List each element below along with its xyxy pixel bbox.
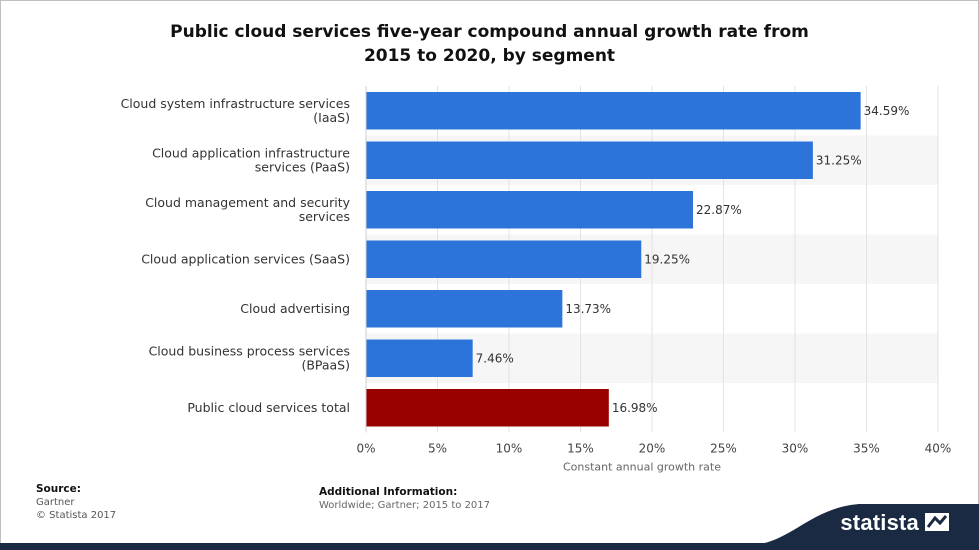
chart-title-line-1: Public cloud services five-year compound…: [170, 22, 809, 42]
bar-chart: 34.59% Cloud system infrastructure servic…: [121, 86, 952, 474]
chart-title: Public cloud services five-year compound…: [0, 20, 979, 68]
footer-band: [0, 543, 979, 550]
source-line-1: Gartner: [36, 497, 75, 508]
source-heading: Source:: [36, 483, 81, 495]
category-label: Cloud system infrastructure services (Iaa…: [121, 96, 350, 125]
value-label: 19.25%: [644, 252, 690, 266]
value-label: 16.98%: [612, 401, 658, 415]
bar: [366, 339, 473, 377]
category-label: Cloud business process services (BPaaS): [149, 343, 350, 372]
category-label: Cloud advertising: [240, 301, 350, 316]
source-line-2: © Statista 2017: [36, 510, 117, 521]
bar: [366, 290, 563, 328]
source-block: Source: Gartner © Statista 2017: [36, 483, 116, 522]
x-tick-label: 40%: [925, 442, 952, 456]
category-label: Public cloud services total: [187, 400, 350, 415]
x-axis-title: Constant annual growth rate: [563, 461, 721, 474]
x-tick-label: 0%: [356, 442, 375, 456]
statista-logo-text[interactable]: statista: [840, 510, 919, 535]
category-label: Cloud application infrastructure services…: [152, 145, 350, 174]
x-tick-label: 35%: [853, 442, 880, 456]
value-label: 31.25%: [816, 153, 862, 167]
additional-information: Additional Information: Worldwide; Gartn…: [319, 485, 490, 513]
additional-information-text: Worldwide; Gartner; 2015 to 2017: [319, 500, 491, 511]
category-label: Cloud application services (SaaS): [141, 251, 350, 266]
bar: [366, 240, 642, 278]
bar: [366, 389, 609, 427]
x-tick-label: 5%: [428, 442, 447, 456]
additional-information-heading: Additional Information:: [319, 486, 458, 498]
category-label: Cloud management and security services: [145, 195, 350, 224]
x-tick-label: 30%: [782, 442, 809, 456]
value-label: 22.87%: [696, 203, 742, 217]
bar: [366, 191, 694, 229]
value-label: 7.46%: [476, 351, 514, 365]
chart-title-line-2: 2015 to 2020, by segment: [363, 46, 616, 66]
statista-logo-icon: [925, 513, 949, 531]
x-tick-label: 20%: [639, 442, 666, 456]
x-tick-label: 25%: [710, 442, 737, 456]
bar: [366, 141, 813, 179]
value-label: 13.73%: [565, 302, 611, 316]
bar: [366, 92, 861, 130]
value-label: 34.59%: [864, 104, 910, 118]
brand-banner: [749, 504, 979, 545]
x-tick-label: 10%: [496, 442, 523, 456]
x-tick-label: 15%: [567, 442, 594, 456]
